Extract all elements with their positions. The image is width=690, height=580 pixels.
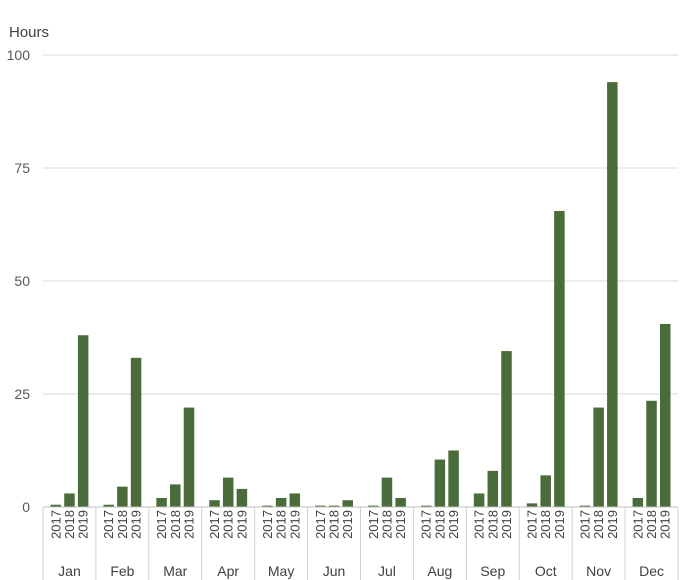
x-tick-year-label: 2017 [419,510,434,539]
bar [434,459,446,507]
bar [262,505,273,507]
bar [526,503,538,507]
x-tick-month-label: Dec [639,563,664,579]
x-tick-year-label: 2017 [48,510,63,539]
x-tick-year-label: 2017 [101,510,116,539]
bar [487,470,499,507]
x-tick-year-label: 2019 [76,510,91,539]
x-tick-year-label: 2017 [207,510,222,539]
x-tick-month-label: Mar [163,563,187,579]
bar [395,497,406,507]
bar [64,493,75,507]
x-tick-month-label: Jan [58,563,81,579]
bar [420,505,432,507]
y-axis: 0 25 50 75 100 [7,47,31,515]
x-tick-year-label: 2018 [115,510,130,539]
x-tick-year-label: 2018 [379,510,394,539]
x-tick-year-label: 2018 [591,510,606,539]
bar [50,504,62,507]
bar [156,497,167,507]
bar [646,400,657,507]
bar [607,82,618,508]
x-tick-month-label: Aug [427,563,452,579]
y-tick-label: 50 [14,273,30,289]
x-tick-year-label: 2018 [538,510,553,539]
x-tick-year-label: 2019 [658,510,673,539]
x-tick-year-label: 2018 [485,510,500,539]
bar [473,493,485,507]
x-tick-year-label: 2018 [432,510,447,539]
x-tick-month-label: Jun [323,563,346,579]
bar [448,450,459,507]
x-tick-year-label: 2018 [327,510,342,539]
x-tick-year-label: 2017 [154,510,169,539]
bar [579,505,591,507]
x-tick-year-label: 2017 [313,510,328,539]
x-tick-year-label: 2017 [525,510,540,539]
x-tick-year-label: 2019 [552,510,567,539]
x-tick-month-label: Nov [586,563,611,579]
y-axis-label: Hours [9,24,49,41]
x-tick-year-label: 2017 [577,510,592,539]
x-tick-year-label: 2018 [62,510,77,539]
bar [183,407,195,507]
x-tick-month-label: Apr [217,563,239,579]
x-tick-year-label: 2017 [472,510,487,539]
bar [236,488,248,507]
bar [103,504,114,507]
x-tick-month-label: Jul [378,563,396,579]
x-tick-year-label: 2019 [446,510,461,539]
y-tick-label: 0 [22,499,30,515]
bar [540,475,551,507]
bar [632,497,644,507]
x-tick-month-label: Sep [480,563,505,579]
x-tick-year-label: 2017 [630,510,645,539]
x-tick-year-label: 2018 [644,510,659,539]
bar [659,323,671,507]
x-axis: 201720182019Jan201720182019Feb2017201820… [42,506,679,580]
y-tick-label: 100 [7,47,31,63]
x-tick-year-label: 2019 [340,510,355,539]
x-tick-year-label: 2019 [287,510,302,539]
bar [328,505,340,507]
bar [222,477,234,507]
x-tick-year-label: 2018 [168,510,183,539]
bar [342,500,353,507]
x-tick-month-label: May [268,563,294,579]
bar [289,493,301,507]
bar [368,505,379,507]
bars [50,82,671,508]
x-tick-year-label: 2019 [234,510,249,539]
bar [593,407,604,507]
bar [170,484,181,507]
bar [130,357,142,507]
bar [275,497,287,507]
x-tick-month-label: Feb [110,563,134,579]
bar [117,486,128,507]
bar [77,335,89,507]
y-tick-label: 25 [14,386,30,402]
x-tick-year-label: 2019 [499,510,514,539]
x-tick-year-label: 2019 [393,510,408,539]
x-tick-year-label: 2018 [221,510,236,539]
bar [554,210,565,507]
y-tick-label: 75 [14,160,30,176]
x-tick-year-label: 2019 [181,510,196,539]
bar [209,500,220,507]
x-tick-year-label: 2017 [366,510,381,539]
bar [381,477,393,507]
x-tick-year-label: 2019 [129,510,144,539]
bar [501,351,512,507]
x-tick-month-label: Oct [535,563,557,579]
bar [315,505,326,507]
x-tick-year-label: 2017 [260,510,275,539]
gridlines [43,54,678,395]
x-tick-year-label: 2019 [605,510,620,539]
x-tick-year-label: 2018 [274,510,289,539]
